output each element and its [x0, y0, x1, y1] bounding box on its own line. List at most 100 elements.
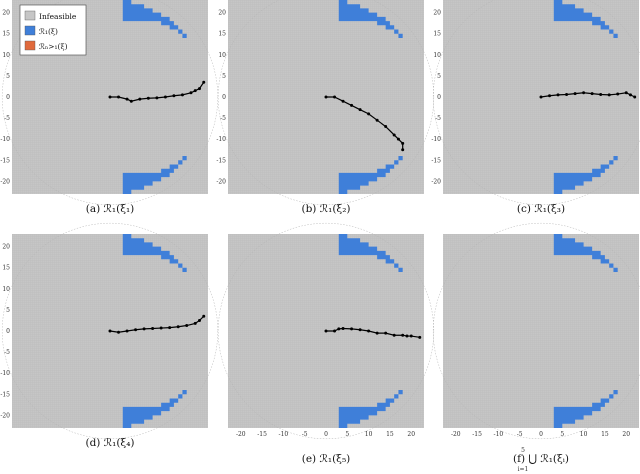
panel-2: 20 15 10 5 0 -5 -10 -15 -20 (b) ℛ₁(ξ₂) — [216, 0, 435, 215]
trajectory-point — [401, 333, 405, 337]
trajectory-point — [324, 329, 328, 333]
trajectory-point — [324, 95, 328, 99]
trajectory-point — [129, 99, 133, 103]
trajectory-point — [392, 133, 396, 137]
trajectory-point — [108, 95, 112, 99]
trajectory-point — [117, 95, 121, 99]
trajectory-point — [590, 92, 594, 96]
y-tick-label: -5 — [220, 115, 226, 122]
x-tick-label: -20 — [236, 431, 246, 438]
y-tick-label: 5 — [6, 307, 10, 314]
trajectory-point — [607, 93, 611, 97]
x-tick-label: 5 — [345, 431, 349, 438]
trajectory-point — [392, 333, 396, 337]
x-tick-label: 0 — [539, 431, 543, 438]
y-tick-label: -15 — [0, 157, 10, 164]
trajectory-point — [599, 92, 603, 96]
outer-boundary-circle — [432, 0, 640, 206]
trajectory-point — [375, 331, 379, 335]
trajectory-point — [108, 329, 112, 333]
trajectory-point — [189, 91, 193, 95]
panel-caption: (d) ℛ₁(ξ₄) — [85, 437, 134, 449]
y-tick-label: 5 — [6, 73, 10, 80]
y-tick-label: 20 — [2, 10, 10, 17]
y-tick-label: -20 — [431, 178, 441, 185]
x-tick-label: 5 — [560, 431, 564, 438]
y-tick-label: 10 — [2, 286, 10, 293]
y-tick-label: -10 — [0, 370, 10, 377]
y-tick-label: 10 — [218, 52, 226, 59]
x-tick-label: 20 — [407, 431, 415, 438]
trajectory-point — [375, 118, 379, 122]
y-tick-label: 15 — [218, 31, 226, 38]
trajectory-point — [333, 329, 337, 333]
trajectory-point — [193, 89, 197, 93]
region-1-crescent — [122, 0, 187, 194]
trajectory-point — [350, 327, 354, 331]
caption-lower-limit: i=1 — [518, 466, 529, 473]
y-tick-label: 0 — [6, 94, 10, 101]
panel-4: 20 15 10 5 0 -5 -10 -15 -20 (d) ℛ₁(ξ₄) — [0, 222, 219, 449]
x-tick-label: 10 — [580, 431, 588, 438]
trajectory-point — [405, 334, 409, 338]
trajectory-point — [539, 95, 543, 99]
y-tick-label: 0 — [222, 94, 226, 101]
trajectory-point — [193, 321, 197, 325]
y-tick-label: -15 — [0, 391, 10, 398]
trajectory-point — [134, 328, 138, 332]
x-tick-label: 0 — [324, 431, 328, 438]
legend-swatch — [24, 40, 36, 51]
trajectory-point — [163, 95, 167, 99]
trajectory-point — [341, 99, 345, 103]
y-tick-label: -5 — [4, 115, 10, 122]
region-1-crescent — [338, 234, 403, 428]
y-tick-label: 20 — [2, 244, 10, 251]
y-tick-label: -20 — [0, 178, 10, 185]
trajectory-point — [582, 91, 586, 95]
outer-boundary-circle — [1, 0, 219, 206]
y-tick-label: -15 — [431, 157, 441, 164]
panel-caption: (f) ⋃ ℛ₁(ξᵢ) — [513, 453, 569, 465]
y-tick-label: 10 — [433, 52, 441, 59]
x-tick-label: 15 — [601, 431, 609, 438]
trajectory-point — [180, 93, 184, 97]
y-tick-label: 0 — [437, 94, 441, 101]
trajectory-point — [176, 325, 180, 329]
y-tick-label: 5 — [437, 73, 441, 80]
panel-caption: (b) ℛ₁(ξ₂) — [301, 203, 350, 215]
trajectory-point — [151, 326, 155, 330]
x-tick-label: -15 — [257, 431, 267, 438]
y-tick-label: -5 — [4, 349, 10, 356]
trajectory-point — [628, 93, 632, 97]
trajectory-point — [624, 91, 628, 95]
y-tick-label: 0 — [6, 328, 10, 335]
trajectory-point — [146, 96, 150, 100]
region-1-crescent — [553, 234, 618, 428]
trajectory-point — [409, 334, 413, 338]
trajectory-point — [172, 94, 176, 98]
trajectory-point — [384, 125, 388, 129]
trajectory-point — [197, 318, 201, 322]
y-tick-label: -20 — [216, 178, 226, 185]
x-tick-label: 10 — [365, 431, 373, 438]
region-1-crescent — [553, 0, 618, 194]
trajectory-point — [401, 141, 405, 145]
outer-boundary-circle — [432, 222, 640, 440]
trajectory-point — [185, 324, 189, 328]
y-tick-label: 5 — [222, 73, 226, 80]
trajectory-point — [401, 148, 405, 152]
trajectory-point — [159, 326, 163, 330]
panel-caption: (e) ℛ₁(ξ₅) — [302, 453, 351, 465]
y-tick-label: 20 — [218, 10, 226, 17]
outer-boundary-circle — [217, 222, 435, 440]
trajectory-point — [117, 330, 121, 334]
x-tick-label: -15 — [472, 431, 482, 438]
y-tick-label: 15 — [2, 265, 10, 272]
caption-upper-limit: 5 — [521, 447, 525, 454]
region-1-crescent — [122, 234, 187, 428]
x-tick-label: 20 — [622, 431, 630, 438]
panel-caption: (a) ℛ₁(ξ₁) — [86, 203, 135, 215]
outer-boundary-circle — [1, 222, 219, 440]
trajectory-point — [633, 95, 637, 99]
